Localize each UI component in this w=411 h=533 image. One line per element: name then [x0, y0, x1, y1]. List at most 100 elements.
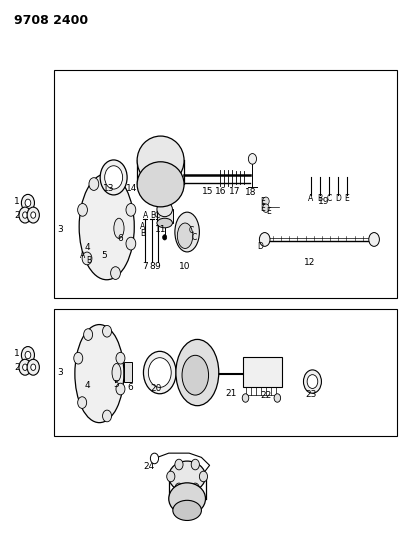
Circle shape [74, 352, 83, 364]
Text: 5: 5 [102, 252, 107, 261]
Circle shape [100, 160, 127, 195]
Bar [124, 362, 132, 382]
Text: 22: 22 [260, 391, 271, 400]
Circle shape [27, 207, 39, 223]
Text: 23: 23 [305, 390, 316, 399]
Ellipse shape [173, 500, 201, 521]
Circle shape [248, 154, 256, 164]
Text: B: B [317, 194, 322, 203]
Circle shape [191, 459, 199, 470]
Ellipse shape [137, 162, 184, 207]
Text: B: B [141, 229, 145, 238]
Circle shape [105, 166, 122, 189]
Text: 9708 2400: 9708 2400 [14, 13, 88, 27]
Text: 4: 4 [84, 381, 90, 390]
Circle shape [25, 199, 31, 207]
Text: A: A [81, 252, 85, 261]
Circle shape [111, 266, 120, 279]
Text: E: E [260, 204, 265, 213]
Circle shape [116, 383, 125, 395]
Ellipse shape [79, 174, 134, 280]
Circle shape [82, 252, 92, 265]
Text: C: C [189, 226, 194, 235]
Circle shape [23, 364, 28, 370]
Circle shape [259, 232, 270, 246]
Text: 16: 16 [215, 187, 226, 196]
Circle shape [84, 329, 92, 341]
Text: B: B [150, 211, 155, 220]
Text: 6: 6 [117, 235, 122, 244]
Text: A: A [308, 194, 314, 203]
Circle shape [175, 483, 183, 494]
Ellipse shape [157, 202, 173, 216]
Text: 4: 4 [84, 243, 90, 252]
Text: 9: 9 [155, 262, 161, 271]
Circle shape [150, 453, 159, 464]
Circle shape [263, 204, 269, 213]
Text: 8: 8 [150, 262, 155, 271]
Text: 12: 12 [304, 258, 315, 266]
Bar [157, 209, 173, 223]
Circle shape [31, 364, 36, 370]
Ellipse shape [169, 461, 206, 492]
Text: 2: 2 [14, 211, 20, 220]
Circle shape [78, 397, 87, 408]
Text: E: E [260, 197, 265, 206]
Ellipse shape [75, 325, 124, 423]
Ellipse shape [114, 218, 124, 238]
Circle shape [116, 352, 125, 364]
Circle shape [191, 483, 199, 494]
Circle shape [19, 359, 31, 375]
Ellipse shape [157, 218, 173, 228]
Ellipse shape [169, 483, 206, 515]
Text: C: C [155, 211, 160, 220]
Circle shape [27, 359, 39, 375]
Bar [55, 309, 397, 436]
Circle shape [126, 237, 136, 250]
Ellipse shape [176, 340, 219, 406]
Circle shape [143, 351, 176, 394]
Circle shape [148, 358, 171, 387]
Ellipse shape [175, 212, 199, 252]
Circle shape [103, 410, 111, 422]
Ellipse shape [182, 356, 208, 395]
Bar [55, 70, 397, 298]
Text: 24: 24 [143, 463, 155, 471]
Circle shape [31, 212, 36, 218]
Text: 14: 14 [125, 183, 137, 192]
Ellipse shape [112, 364, 121, 382]
Circle shape [21, 195, 35, 212]
Circle shape [163, 235, 167, 240]
Circle shape [175, 459, 183, 470]
Text: 3: 3 [57, 368, 62, 377]
Text: 11: 11 [155, 225, 166, 234]
Text: 5: 5 [113, 379, 119, 389]
Text: C: C [326, 194, 331, 203]
Text: 20: 20 [151, 384, 162, 393]
Circle shape [21, 346, 35, 364]
Circle shape [274, 394, 281, 402]
Circle shape [78, 204, 88, 216]
Circle shape [167, 471, 175, 482]
Text: A: A [143, 211, 148, 220]
Text: 13: 13 [103, 183, 115, 192]
Text: 17: 17 [229, 187, 241, 196]
Text: 15: 15 [202, 187, 213, 196]
Text: 7: 7 [142, 262, 148, 271]
Circle shape [242, 394, 249, 402]
Circle shape [199, 471, 208, 482]
Circle shape [19, 207, 31, 223]
Text: 6: 6 [127, 383, 133, 392]
Circle shape [25, 351, 31, 359]
Circle shape [89, 177, 99, 190]
Text: A: A [141, 222, 145, 231]
Circle shape [126, 204, 136, 216]
Circle shape [111, 174, 120, 187]
Text: 21: 21 [225, 389, 236, 398]
Circle shape [103, 326, 111, 337]
Text: C: C [192, 233, 197, 242]
Circle shape [307, 375, 318, 389]
Text: 3: 3 [57, 225, 62, 234]
Text: 2: 2 [14, 363, 20, 372]
Text: 1: 1 [14, 197, 20, 206]
